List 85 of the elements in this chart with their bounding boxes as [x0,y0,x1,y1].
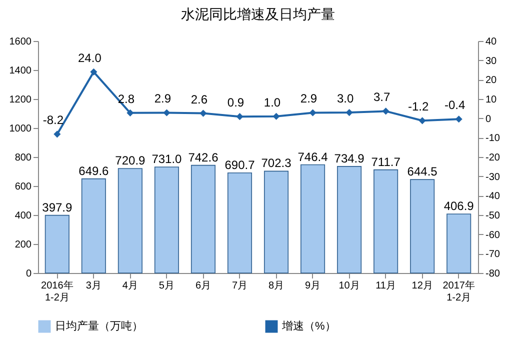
point [309,109,316,116]
bar [44,214,70,274]
x-tick-label: 2017年 1-2月 [442,280,475,304]
data-label: 649.6 [78,164,110,178]
data-label: 731.0 [152,152,182,166]
y2-tick-label: -20 [486,152,500,164]
y-tick-label: 1000 [9,124,32,134]
data-label: 742.6 [188,150,219,164]
data-label: 24.0 [78,50,102,65]
legend-label: 增速（%） [281,320,336,333]
bar [374,169,398,274]
point [236,113,244,120]
bar [337,166,362,274]
x-tick-label: 2016年 1-2月 [41,280,74,304]
y2-tick-label: 10 [486,94,498,106]
chart-title: 水泥同比增速及日均产量 [181,6,335,22]
y2-tick-label: -80 [486,268,500,280]
point [382,108,390,115]
y2-tick-label: -70 [486,249,500,260]
point [418,117,426,124]
data-label: 3.7 [373,90,390,104]
x-tick-label: 10月 [338,280,360,292]
x-tick-label: 3月 [86,280,102,292]
bar [410,179,435,274]
y-tick-label: 1400 [9,66,32,76]
y-tick-label: 0 [26,268,32,280]
bar [264,170,289,274]
y2-tick-label: -40 [486,191,500,202]
data-label: 2.9 [154,92,172,106]
point [200,110,207,117]
x-tick-label: 12月 [412,280,433,292]
y-tick-label: 1200 [9,94,32,106]
data-label: 734.9 [334,151,365,166]
data-label: -8.2 [42,113,64,128]
data-label: 0.9 [227,96,244,110]
bar [81,178,106,274]
data-label: 690.7 [224,158,256,172]
point [163,109,170,116]
x-tick-label: 6月 [195,280,212,292]
bar [446,214,472,274]
y-tick-label: 400 [14,210,32,222]
data-label: 2.8 [118,92,135,106]
point [90,68,98,76]
y2-tick-label: -10 [486,133,500,144]
point [272,112,280,120]
x-tick-label: 11月 [376,280,396,292]
y2-tick-label: -60 [486,230,500,241]
bar [118,168,142,274]
data-label: 1.0 [264,95,281,110]
legend-label: 日均产量（万吨） [55,320,143,333]
bar [300,164,326,274]
y2-tick-label: 20 [486,75,498,86]
x-tick-label: 4月 [122,280,138,292]
point [346,108,353,116]
y2-tick-label: -30 [486,172,500,183]
data-label: 3.0 [336,92,354,106]
x-tick-label: 5月 [158,280,174,292]
bar [154,166,179,274]
point [126,109,134,116]
data-label: 711.7 [371,154,401,169]
x-tick-label: 7月 [232,280,248,292]
y2-tick-label: 40 [486,36,498,48]
data-label: 746.4 [298,150,328,164]
y-tick-label: 200 [14,240,32,250]
data-label: 720.9 [115,153,146,168]
bar [227,172,252,274]
y-tick-label: 1600 [9,36,32,48]
data-label: 406.9 [444,199,474,213]
data-label: 702.3 [261,156,292,170]
data-label: 397.9 [42,200,73,214]
y-tick-label: 600 [14,182,32,192]
data-label: 2.6 [190,92,208,106]
y2-tick-label: 0 [486,114,492,125]
y-tick-label: 800 [14,152,32,164]
data-label: 2.9 [300,92,318,106]
data-label: -0.4 [444,98,466,112]
y2-tick-label: 30 [486,56,498,67]
x-tick-label: 8月 [268,280,284,292]
bar [190,164,216,274]
point [455,116,462,123]
x-tick-label: 9月 [304,280,321,292]
y2-tick-label: -50 [486,210,500,222]
data-label: 644.5 [407,164,438,179]
point [54,130,61,138]
data-label: -1.2 [408,100,429,114]
